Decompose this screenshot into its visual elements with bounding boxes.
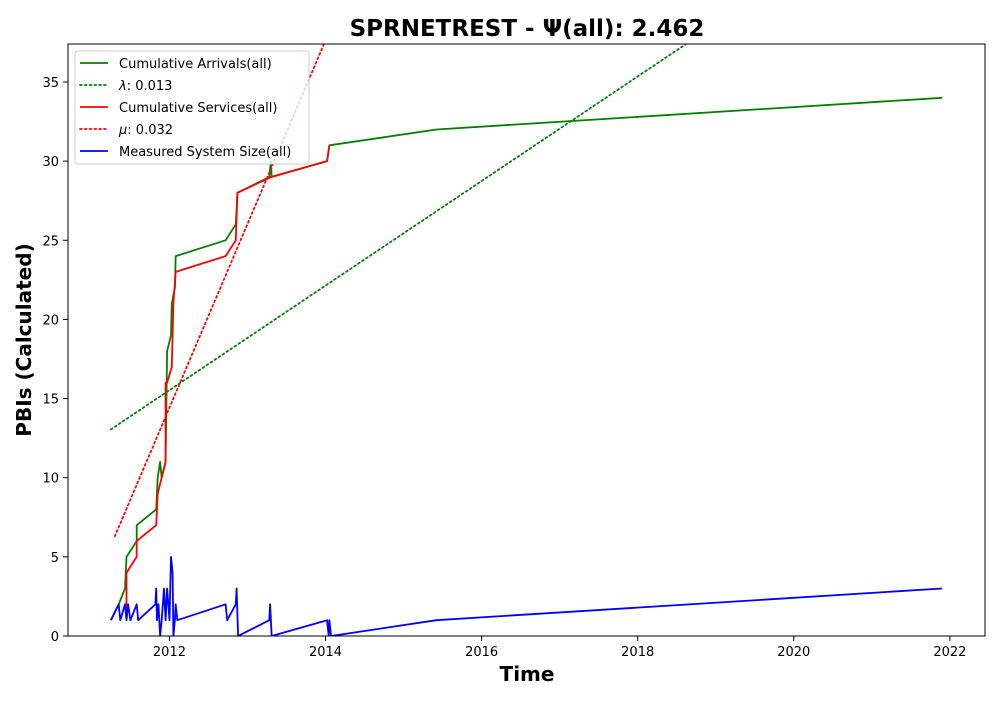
y-tick-label-2: 10	[42, 472, 59, 487]
legend-label-0: Cumulative Arrivals(all)	[119, 57, 272, 72]
y-tick-label-5: 25	[42, 234, 59, 249]
x-tick-label-2: 2016	[465, 645, 498, 660]
x-tick-label-0: 2012	[153, 645, 186, 660]
x-tick-label-1: 2014	[309, 645, 342, 660]
x-axis-label: Time	[500, 662, 555, 686]
legend-label-2: Cumulative Services(all)	[119, 101, 277, 116]
y-tick-label-0: 0	[51, 630, 59, 645]
legend-label-3: μ: 0.032	[118, 123, 173, 138]
series-line-0	[111, 98, 942, 620]
y-axis-label: PBIs (Calculated)	[12, 243, 36, 436]
legend: Cumulative Arrivals(all) λ: 0.013 Cumulati…	[75, 51, 309, 164]
y-tick-label-4: 20	[42, 313, 59, 328]
y-tick-label-7: 35	[42, 76, 59, 91]
x-tick-label-3: 2018	[621, 645, 654, 660]
series-line-4	[111, 557, 942, 636]
x-tick-label-5: 2022	[933, 645, 966, 660]
y-tick-label-1: 5	[51, 551, 59, 566]
y-tick-label-3: 15	[42, 393, 59, 408]
y-tick-label-6: 30	[42, 155, 59, 170]
y-axis: 0 5 10 15 20 25 30 35	[42, 76, 68, 645]
series-line-2	[127, 145, 330, 620]
x-tick-label-4: 2020	[777, 645, 810, 660]
legend-label-1: λ: 0.013	[118, 79, 172, 94]
legend-label-4: Measured System Size(all)	[119, 145, 291, 160]
chart-title: SPRNETREST - Ψ(all): 2.462	[350, 16, 705, 42]
x-axis: 2012 2014 2016 2018 2020 2022	[153, 636, 967, 660]
